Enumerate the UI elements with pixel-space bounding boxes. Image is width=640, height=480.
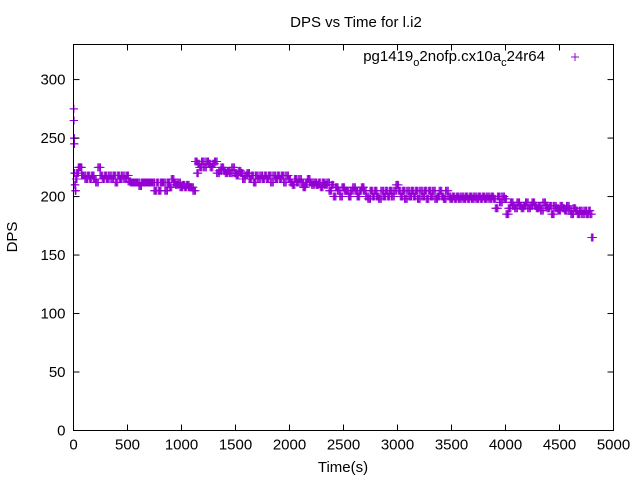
data-point — [530, 198, 539, 207]
data-point — [493, 204, 502, 213]
x-tick-label: 3500 — [435, 437, 468, 454]
data-point — [213, 157, 222, 166]
x-tick-label: 0 — [69, 437, 77, 454]
plot-marks — [69, 104, 597, 242]
data-point — [219, 163, 228, 172]
x-tick-label: 1500 — [219, 437, 252, 454]
data-point — [588, 233, 597, 242]
legend-label: pg1419o2nofp.cx10ac24r64 — [363, 48, 545, 69]
data-point — [306, 175, 315, 184]
data-point — [394, 180, 403, 189]
data-point — [70, 139, 79, 148]
x-tick-label: 500 — [115, 437, 140, 454]
data-point — [96, 163, 105, 172]
x-axis: 0 500 1000 1500 2000 2500 3000 3500 4000 4500 5000 — [69, 44, 630, 454]
data-point — [194, 169, 203, 178]
x-axis-title: Time(s) — [318, 459, 368, 476]
data-point — [94, 178, 103, 187]
y-tick-label: 0 — [57, 423, 65, 440]
y-tick-label: 300 — [40, 72, 65, 89]
y-axis-title: DPS — [4, 222, 21, 253]
legend-label-part: 2nofp.cx10a — [419, 48, 501, 65]
data-point — [444, 186, 453, 195]
data-point — [502, 194, 511, 203]
data-point — [208, 163, 217, 172]
data-point — [301, 183, 310, 192]
y-tick-label: 50 — [49, 364, 66, 381]
data-point — [124, 171, 133, 180]
x-tick-label: 1000 — [165, 437, 198, 454]
x-tick-label: 3000 — [381, 437, 414, 454]
legend-marker — [571, 53, 579, 61]
y-tick-label: 200 — [40, 189, 65, 206]
data-point — [550, 210, 559, 219]
data-point — [587, 210, 596, 219]
chart-title: DPS vs Time for l.i2 — [290, 14, 422, 31]
data-point — [230, 163, 239, 172]
x-tick-label: 4500 — [543, 437, 576, 454]
data-point — [284, 171, 293, 180]
x-tick-label: 2000 — [273, 437, 306, 454]
x-tick-label: 4000 — [489, 437, 522, 454]
y-axis: 0 50 100 150 200 250 300 — [40, 72, 614, 440]
y-tick-label: 150 — [40, 247, 65, 264]
data-point — [360, 183, 369, 192]
legend-label-subscript: c — [501, 57, 507, 69]
legend-label-subscript: o — [413, 57, 419, 69]
data-point — [504, 210, 513, 219]
data-point — [191, 186, 200, 195]
x-tick-label: 5000 — [597, 437, 630, 454]
x-tick-label: 2500 — [327, 437, 360, 454]
legend-label-part: pg1419 — [363, 48, 413, 65]
data-point — [70, 116, 79, 125]
plot-frame — [73, 44, 614, 431]
data-point — [189, 183, 198, 192]
y-tick-label: 250 — [40, 130, 65, 147]
y-tick-label: 100 — [40, 306, 65, 323]
data-point — [77, 163, 86, 172]
data-point — [571, 53, 579, 61]
data-point — [169, 175, 178, 184]
legend-label-part: 24r64 — [507, 48, 545, 65]
data-point — [541, 198, 550, 207]
legend: pg1419o2nofp.cx10ac24r64 — [363, 48, 579, 69]
